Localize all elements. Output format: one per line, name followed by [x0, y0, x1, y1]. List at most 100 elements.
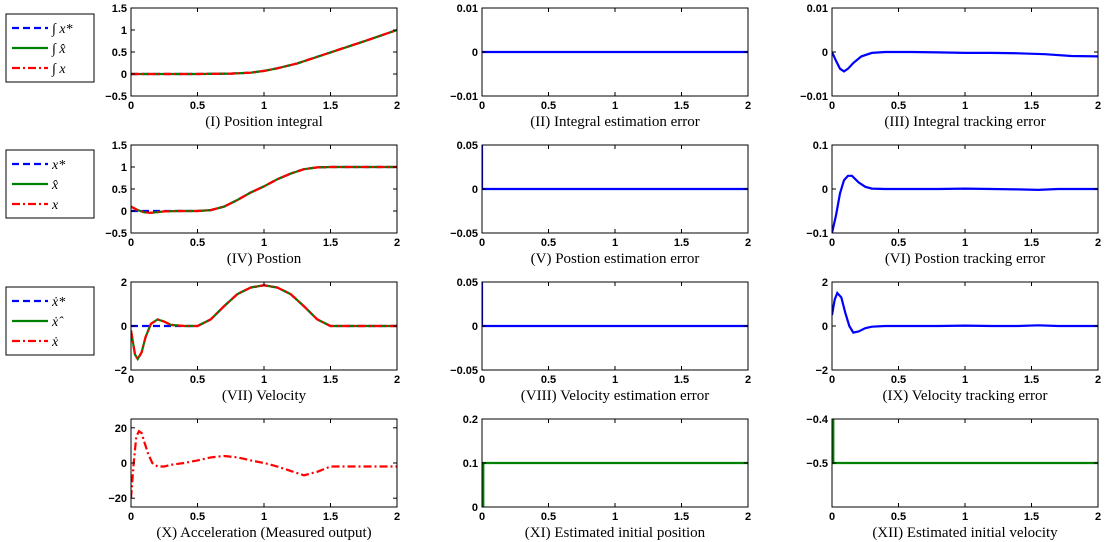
series-line-1 [832, 290, 1098, 334]
x-tick-label: 0.5 [541, 100, 556, 112]
x-tick-label: 2 [394, 237, 400, 249]
series-line-1 [131, 165, 397, 213]
subplot-caption: (XI) Estimated initial position [525, 525, 706, 541]
y-tick-label: 0 [822, 47, 828, 59]
y-tick-label: 0.01 [807, 3, 828, 15]
subplot-caption: (II) Integral estimation error [530, 114, 700, 130]
y-tick-label: 0.01 [457, 3, 478, 15]
x-tick-label: 1 [261, 511, 267, 523]
y-tick-label: −0.05 [450, 228, 478, 240]
x-tick-label: 0.5 [190, 374, 205, 386]
x-tick-label: 1 [962, 100, 968, 112]
x-tick-label: 0 [829, 511, 835, 523]
x-tick-label: 1 [612, 374, 618, 386]
x-tick-label: 0.5 [891, 237, 906, 249]
x-tick-label: 1.5 [1024, 237, 1039, 249]
series-line-1 [832, 419, 1098, 465]
x-tick-label: 0.5 [190, 100, 205, 112]
y-tick-label: 0 [472, 184, 478, 196]
x-tick-label: 1.5 [1024, 100, 1039, 112]
x-tick-label: 1 [261, 100, 267, 112]
x-tick-label: 1 [962, 374, 968, 386]
legend-label: x* [51, 158, 65, 173]
subplot-caption: (VI) Postion tracking error [885, 251, 1045, 267]
x-tick-label: 2 [1095, 374, 1101, 386]
legend: ẋ*ẋ̂ẋ [5, 286, 95, 356]
x-tick-label: 1.5 [674, 100, 689, 112]
x-tick-label: 2 [394, 100, 400, 112]
y-tick-label: −0.05 [450, 365, 478, 377]
x-tick-label: 2 [745, 100, 751, 112]
series-line-3 [131, 28, 397, 76]
subplot-caption: (V) Postion estimation error [531, 251, 700, 267]
y-tick-label: 1 [121, 162, 127, 174]
series-line-1 [131, 28, 397, 76]
y-tick-label: −2 [815, 365, 828, 377]
y-tick-label: 0.05 [457, 277, 478, 289]
y-tick-label: 0 [121, 321, 127, 333]
series-line-1 [131, 429, 397, 499]
y-tick-label: 20 [115, 423, 127, 435]
series-line-2 [131, 165, 397, 214]
x-tick-label: 0 [128, 237, 134, 249]
x-tick-label: 1 [612, 237, 618, 249]
x-tick-label: 0 [829, 374, 835, 386]
subplot-1: 0 0.5 1 1.5 2−0.500.511.5(I) Position integr… [5, 3, 400, 130]
x-tick-label: 0 [479, 511, 485, 523]
legend: ∫ x* ∫ x̂ ∫ x [5, 13, 95, 83]
x-tick-label: 0 [479, 374, 485, 386]
y-tick-label: 0 [472, 47, 478, 59]
series-line-1 [482, 282, 748, 328]
y-tick-label: 0 [472, 502, 478, 514]
x-tick-label: 0 [829, 237, 835, 249]
series-line-2 [131, 284, 397, 362]
series-line-1 [832, 50, 1098, 73]
x-tick-label: 2 [394, 511, 400, 523]
x-tick-label: 0.5 [190, 511, 205, 523]
series-line-1 [482, 145, 748, 191]
axes-box [130, 418, 398, 508]
x-tick-label: 1 [261, 374, 267, 386]
axes-box [130, 7, 398, 97]
x-tick-label: 0 [128, 511, 134, 523]
x-tick-label: 2 [745, 511, 751, 523]
y-tick-label: −2 [114, 365, 127, 377]
legend-label: x̂ [51, 178, 59, 193]
x-tick-label: 2 [745, 374, 751, 386]
y-tick-label: 0.05 [457, 140, 478, 152]
x-tick-label: 0.5 [541, 374, 556, 386]
legend-label: ∫ x [51, 62, 66, 77]
y-tick-label: 0.2 [463, 414, 478, 426]
subplot-caption: (IV) Postion [227, 251, 302, 267]
x-tick-label: 0 [479, 100, 485, 112]
y-tick-label: 2 [121, 277, 127, 289]
legend-label: ẋ [51, 335, 59, 350]
y-tick-label: 0.1 [463, 458, 478, 470]
y-tick-label: 1 [121, 25, 127, 37]
x-tick-label: 0.5 [891, 511, 906, 523]
legend-label: ∫ x̂ [51, 42, 66, 57]
x-tick-label: 0.5 [541, 511, 556, 523]
y-tick-label: −0.1 [806, 228, 828, 240]
subplot-caption: (IX) Velocity tracking error [882, 388, 1047, 404]
series-line-2 [131, 28, 397, 76]
x-tick-label: 2 [394, 374, 400, 386]
subplot-caption: (I) Position integral [205, 114, 322, 130]
x-tick-label: 1.5 [1024, 374, 1039, 386]
y-tick-label: 0 [121, 69, 127, 81]
y-tick-label: 0 [121, 458, 127, 470]
x-tick-label: 0.5 [190, 237, 205, 249]
x-tick-label: 1 [612, 100, 618, 112]
legend: x* x̂ x [5, 149, 95, 219]
x-tick-label: 0.5 [541, 237, 556, 249]
legend-label: ∫ x* [51, 22, 73, 37]
series-line-3 [131, 284, 397, 362]
legend-label: x [51, 198, 59, 213]
y-tick-label: −0.5 [806, 458, 828, 470]
x-tick-label: 1.5 [323, 100, 338, 112]
